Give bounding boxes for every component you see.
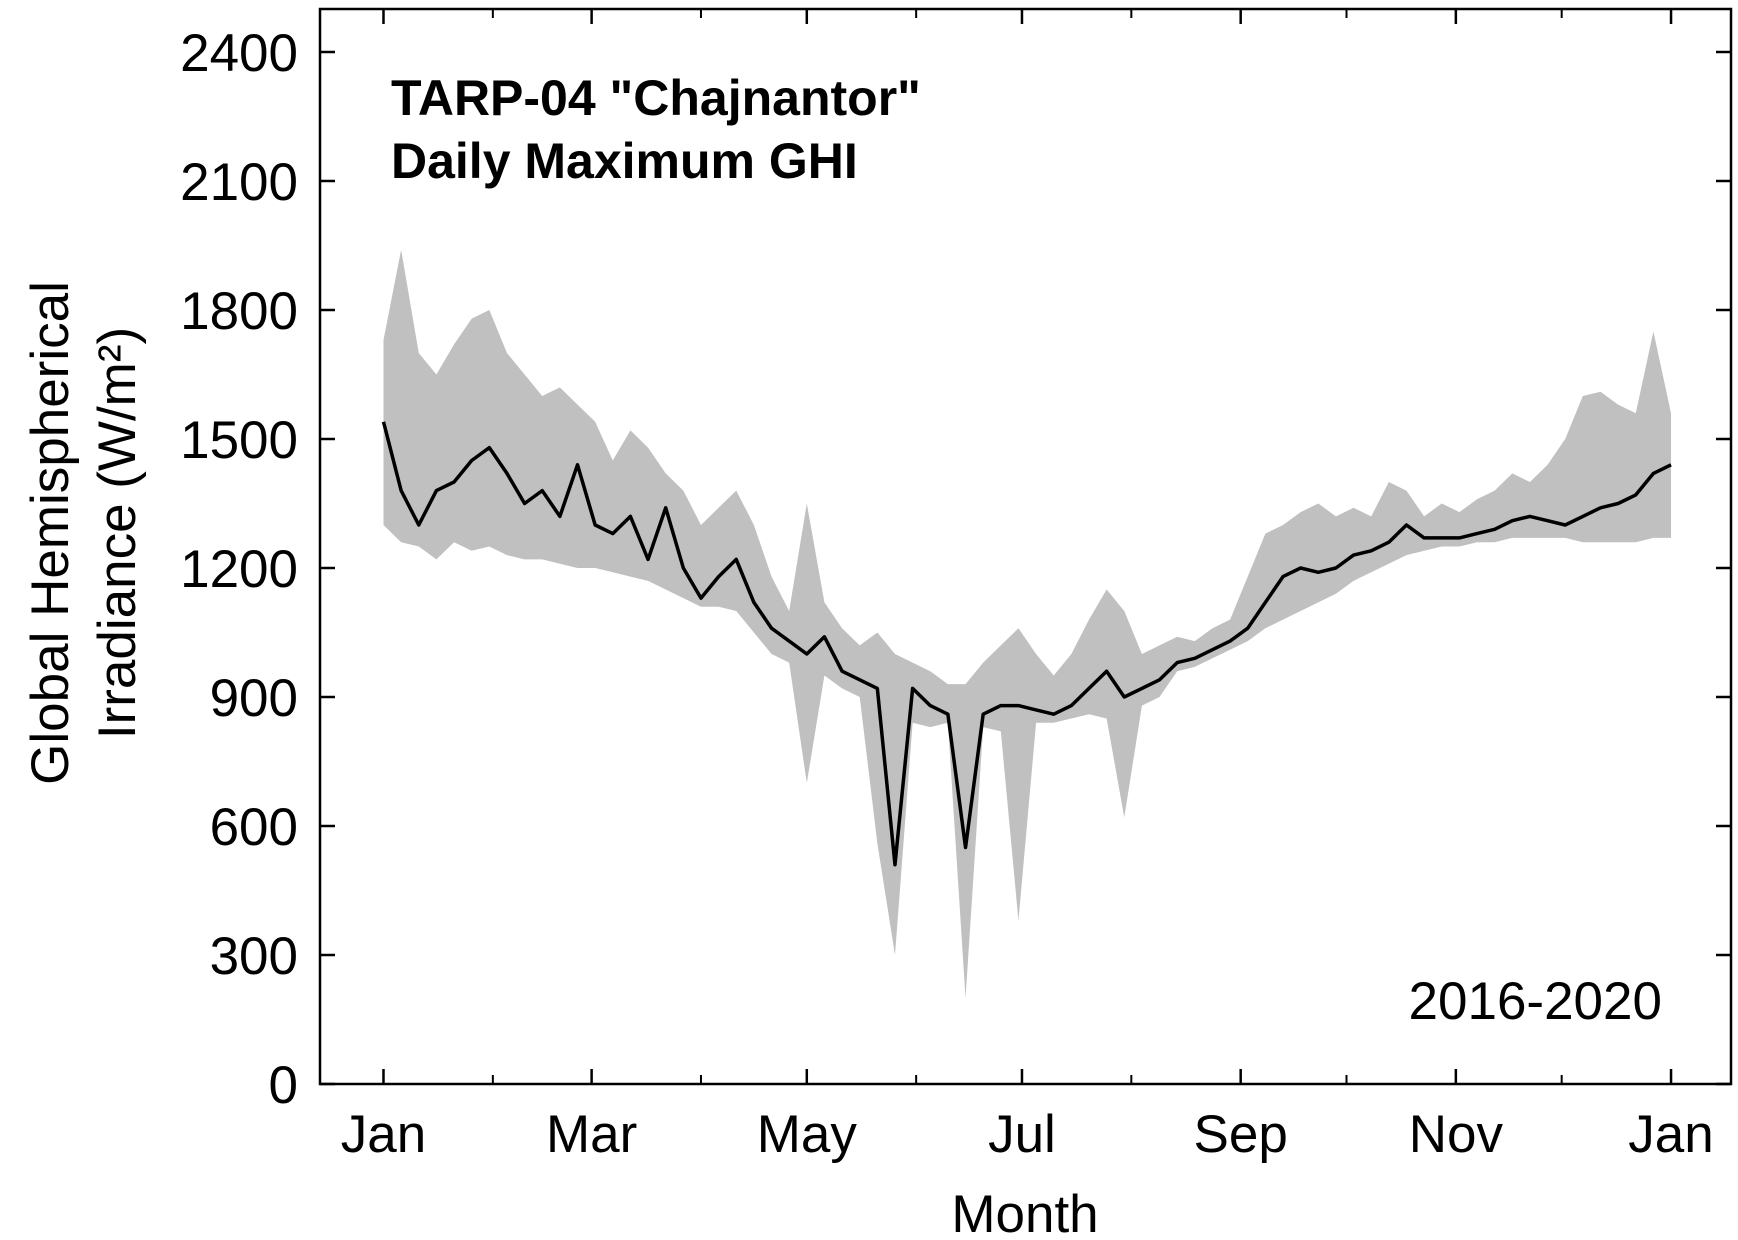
x-tick-label: Jul	[988, 1105, 1056, 1164]
y-tick-label: 2100	[180, 153, 298, 212]
x-tick-label: Nov	[1409, 1105, 1504, 1164]
y-tick-label: 900	[210, 669, 298, 728]
x-tick-label: Sep	[1194, 1105, 1288, 1164]
y-tick-label: 1500	[180, 411, 298, 470]
y-tick-label: 0	[269, 1056, 298, 1115]
chart-title: TARP-04 "Chajnantor"	[391, 70, 921, 126]
chart-subtitle: Daily Maximum GHI	[391, 133, 858, 189]
y-tick-label: 300	[210, 927, 298, 986]
plot-frame	[318, 7, 1733, 1086]
x-tick-label: Jan	[1628, 1105, 1713, 1164]
y-tick-label: 1200	[180, 540, 298, 599]
x-tick-label: Mar	[546, 1105, 637, 1164]
y-tick-label: 1800	[180, 282, 298, 341]
range-band	[383, 249, 1672, 999]
y-tick-label: 2400	[180, 24, 298, 83]
y-tick-label: 600	[210, 798, 298, 857]
x-tick-label: May	[757, 1105, 858, 1164]
annotation: 2016-2020	[1409, 972, 1662, 1031]
mean-line	[381, 421, 1672, 867]
x-tick-label: Jan	[341, 1105, 426, 1164]
y-axis-label: Irradiance (W/m²)	[88, 327, 147, 739]
y-axis-label: Global Hemispherical	[21, 281, 80, 785]
x-axis-label: Month	[951, 1185, 1098, 1240]
